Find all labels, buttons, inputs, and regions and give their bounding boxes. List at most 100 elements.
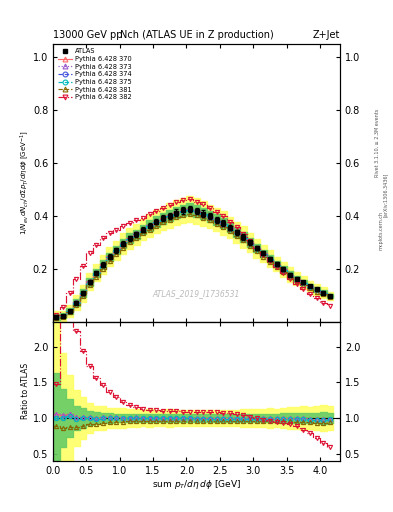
Pythia 6.428 381: [328, 294, 332, 301]
Pythia 6.428 374: [107, 254, 112, 260]
Pythia 6.428 375: [167, 213, 172, 219]
Pythia 6.428 381: [294, 278, 299, 284]
Pythia 6.428 373: [321, 290, 326, 296]
Pythia 6.428 382: [87, 250, 92, 256]
Pythia 6.428 382: [134, 217, 139, 223]
Pythia 6.428 374: [288, 272, 292, 278]
Pythia 6.428 373: [187, 206, 192, 212]
Pythia 6.428 382: [274, 264, 279, 270]
Pythia 6.428 382: [208, 205, 212, 211]
Pythia 6.428 374: [167, 213, 172, 219]
Pythia 6.428 375: [321, 290, 326, 296]
Pythia 6.428 374: [274, 262, 279, 268]
Pythia 6.428 373: [174, 209, 179, 216]
Pythia 6.428 382: [74, 276, 79, 283]
Pythia 6.428 373: [328, 293, 332, 299]
Pythia 6.428 373: [248, 239, 252, 245]
Pythia 6.428 373: [74, 300, 79, 306]
Pythia 6.428 375: [214, 218, 219, 224]
Pythia 6.428 382: [121, 223, 125, 229]
Pythia 6.428 373: [221, 221, 226, 227]
Pythia 6.428 370: [174, 209, 179, 216]
Pythia 6.428 381: [127, 239, 132, 245]
Pythia 6.428 381: [274, 264, 279, 270]
Pythia 6.428 381: [167, 217, 172, 223]
Line: Pythia 6.428 370: Pythia 6.428 370: [54, 207, 332, 319]
Pythia 6.428 375: [201, 211, 206, 218]
Pythia 6.428 374: [174, 210, 179, 216]
Pythia 6.428 381: [221, 224, 226, 230]
Pythia 6.428 374: [127, 236, 132, 242]
Pythia 6.428 375: [294, 276, 299, 283]
Pythia 6.428 375: [254, 246, 259, 252]
Pythia 6.428 375: [248, 240, 252, 246]
Pythia 6.428 373: [308, 283, 312, 289]
Pythia 6.428 381: [187, 210, 192, 217]
Title: Nch (ATLAS UE in Z production): Nch (ATLAS UE in Z production): [119, 30, 274, 40]
Pythia 6.428 370: [221, 221, 226, 227]
Pythia 6.428 381: [194, 212, 199, 218]
Pythia 6.428 382: [141, 215, 145, 221]
Pythia 6.428 382: [81, 263, 85, 269]
Pythia 6.428 370: [194, 208, 199, 215]
Pythia 6.428 370: [74, 300, 79, 306]
Pythia 6.428 375: [314, 287, 319, 293]
Pythia 6.428 381: [228, 228, 232, 234]
Text: [arXiv:1306.3436]: [arXiv:1306.3436]: [383, 173, 387, 217]
Pythia 6.428 370: [208, 214, 212, 220]
Pythia 6.428 374: [54, 314, 59, 321]
Pythia 6.428 374: [301, 280, 306, 286]
Pythia 6.428 370: [214, 217, 219, 223]
Pythia 6.428 382: [161, 205, 165, 211]
Pythia 6.428 373: [54, 314, 59, 320]
Pythia 6.428 373: [101, 261, 105, 267]
Pythia 6.428 370: [101, 261, 105, 267]
Pythia 6.428 375: [81, 290, 85, 296]
Pythia 6.428 373: [127, 234, 132, 241]
Pythia 6.428 375: [54, 314, 59, 321]
Pythia 6.428 381: [74, 302, 79, 308]
Pythia 6.428 373: [121, 240, 125, 246]
Pythia 6.428 375: [261, 251, 266, 257]
Pythia 6.428 375: [127, 236, 132, 242]
Line: Pythia 6.428 373: Pythia 6.428 373: [54, 207, 332, 319]
Pythia 6.428 381: [67, 309, 72, 315]
Pythia 6.428 375: [187, 206, 192, 212]
Pythia 6.428 381: [134, 235, 139, 241]
Pythia 6.428 373: [261, 250, 266, 257]
Pythia 6.428 382: [114, 226, 119, 232]
Pythia 6.428 373: [228, 225, 232, 231]
Pythia 6.428 374: [81, 290, 85, 296]
Pythia 6.428 374: [314, 287, 319, 293]
Pythia 6.428 375: [241, 234, 246, 241]
Pythia 6.428 374: [214, 218, 219, 224]
Pythia 6.428 374: [321, 290, 326, 296]
Pythia 6.428 375: [288, 272, 292, 278]
Pythia 6.428 375: [281, 267, 286, 273]
Pythia 6.428 373: [181, 207, 185, 213]
Pythia 6.428 373: [314, 287, 319, 293]
Pythia 6.428 382: [288, 276, 292, 282]
Pythia 6.428 382: [254, 245, 259, 251]
Pythia 6.428 381: [114, 251, 119, 257]
Pythia 6.428 381: [154, 222, 159, 228]
Pythia 6.428 375: [147, 223, 152, 229]
Pythia 6.428 374: [134, 231, 139, 238]
Pythia 6.428 373: [208, 214, 212, 220]
Pythia 6.428 375: [94, 270, 99, 276]
Pythia 6.428 375: [161, 216, 165, 222]
Pythia 6.428 375: [328, 293, 332, 300]
Pythia 6.428 374: [67, 308, 72, 314]
Y-axis label: Ratio to ATLAS: Ratio to ATLAS: [21, 363, 30, 419]
Pythia 6.428 370: [281, 266, 286, 272]
Pythia 6.428 373: [201, 211, 206, 217]
Pythia 6.428 370: [201, 211, 206, 217]
Pythia 6.428 373: [288, 271, 292, 278]
Pythia 6.428 375: [228, 226, 232, 232]
Pythia 6.428 381: [241, 237, 246, 243]
Pythia 6.428 381: [174, 214, 179, 220]
Pythia 6.428 373: [134, 230, 139, 237]
Pythia 6.428 373: [114, 247, 119, 253]
Pythia 6.428 373: [268, 256, 272, 262]
Pythia 6.428 373: [141, 226, 145, 232]
